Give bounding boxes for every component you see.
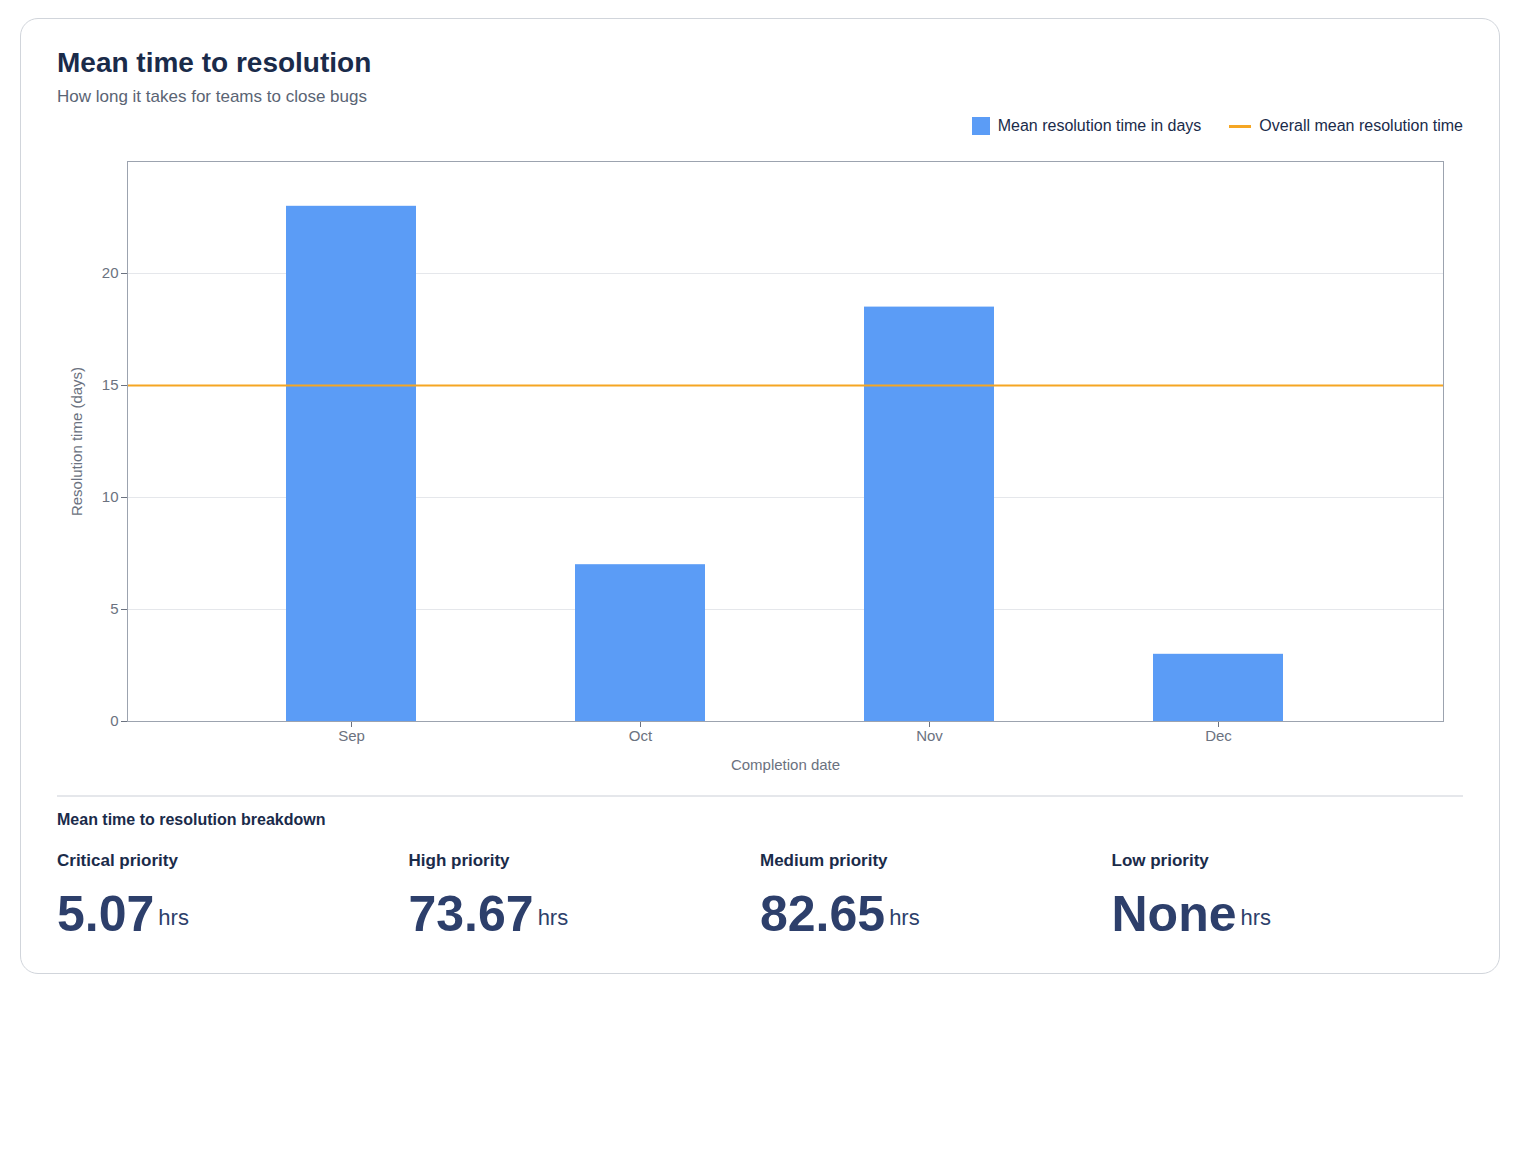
html-text:hrs: hrs bbox=[537, 904, 569, 930]
html-text:Mean time to resolution breakd: Mean time to resolution breakdown bbox=[57, 811, 326, 828]
svg-text:15: 15 bbox=[102, 376, 119, 393]
html-text:hrs: hrs bbox=[158, 904, 189, 930]
html-text:Mean resolution time in days: Mean resolution time in days bbox=[997, 117, 1202, 134]
html-text:hrs: hrs bbox=[1240, 904, 1272, 930]
svg-text:Oct: Oct bbox=[629, 727, 653, 744]
svg-text:0: 0 bbox=[110, 712, 118, 729]
html-text:82.65: 82.65 bbox=[760, 886, 886, 942]
svg-text:Resolution time (days): Resolution time (days) bbox=[68, 367, 85, 516]
html-text:Medium priority: Medium priority bbox=[760, 851, 888, 870]
html-text:None: None bbox=[1111, 886, 1237, 942]
html-text:Critical priority: Critical priority bbox=[57, 851, 178, 870]
svg-text:Completion date: Completion date bbox=[731, 756, 840, 773]
svg-text:Dec: Dec bbox=[1205, 727, 1232, 744]
svg-text:10: 10 bbox=[102, 488, 119, 505]
html-text:Mean time to resolution: Mean time to resolution bbox=[57, 47, 372, 78]
svg-text:20: 20 bbox=[102, 264, 119, 281]
html-text:Overall mean resolution time: Overall mean resolution time bbox=[1259, 117, 1463, 134]
html-text:hrs: hrs bbox=[889, 904, 920, 930]
svg-text:Sep: Sep bbox=[338, 727, 365, 744]
html-text:5.07: 5.07 bbox=[57, 886, 155, 942]
html-text:How long it takes for teams to: How long it takes for teams to close bug… bbox=[57, 87, 367, 106]
svg-text:Nov: Nov bbox=[916, 727, 943, 744]
html-text:73.67: 73.67 bbox=[408, 886, 534, 942]
svg-text:5: 5 bbox=[110, 600, 118, 617]
html-text:Low priority: Low priority bbox=[1111, 851, 1209, 870]
html-text:High priority: High priority bbox=[408, 851, 510, 870]
